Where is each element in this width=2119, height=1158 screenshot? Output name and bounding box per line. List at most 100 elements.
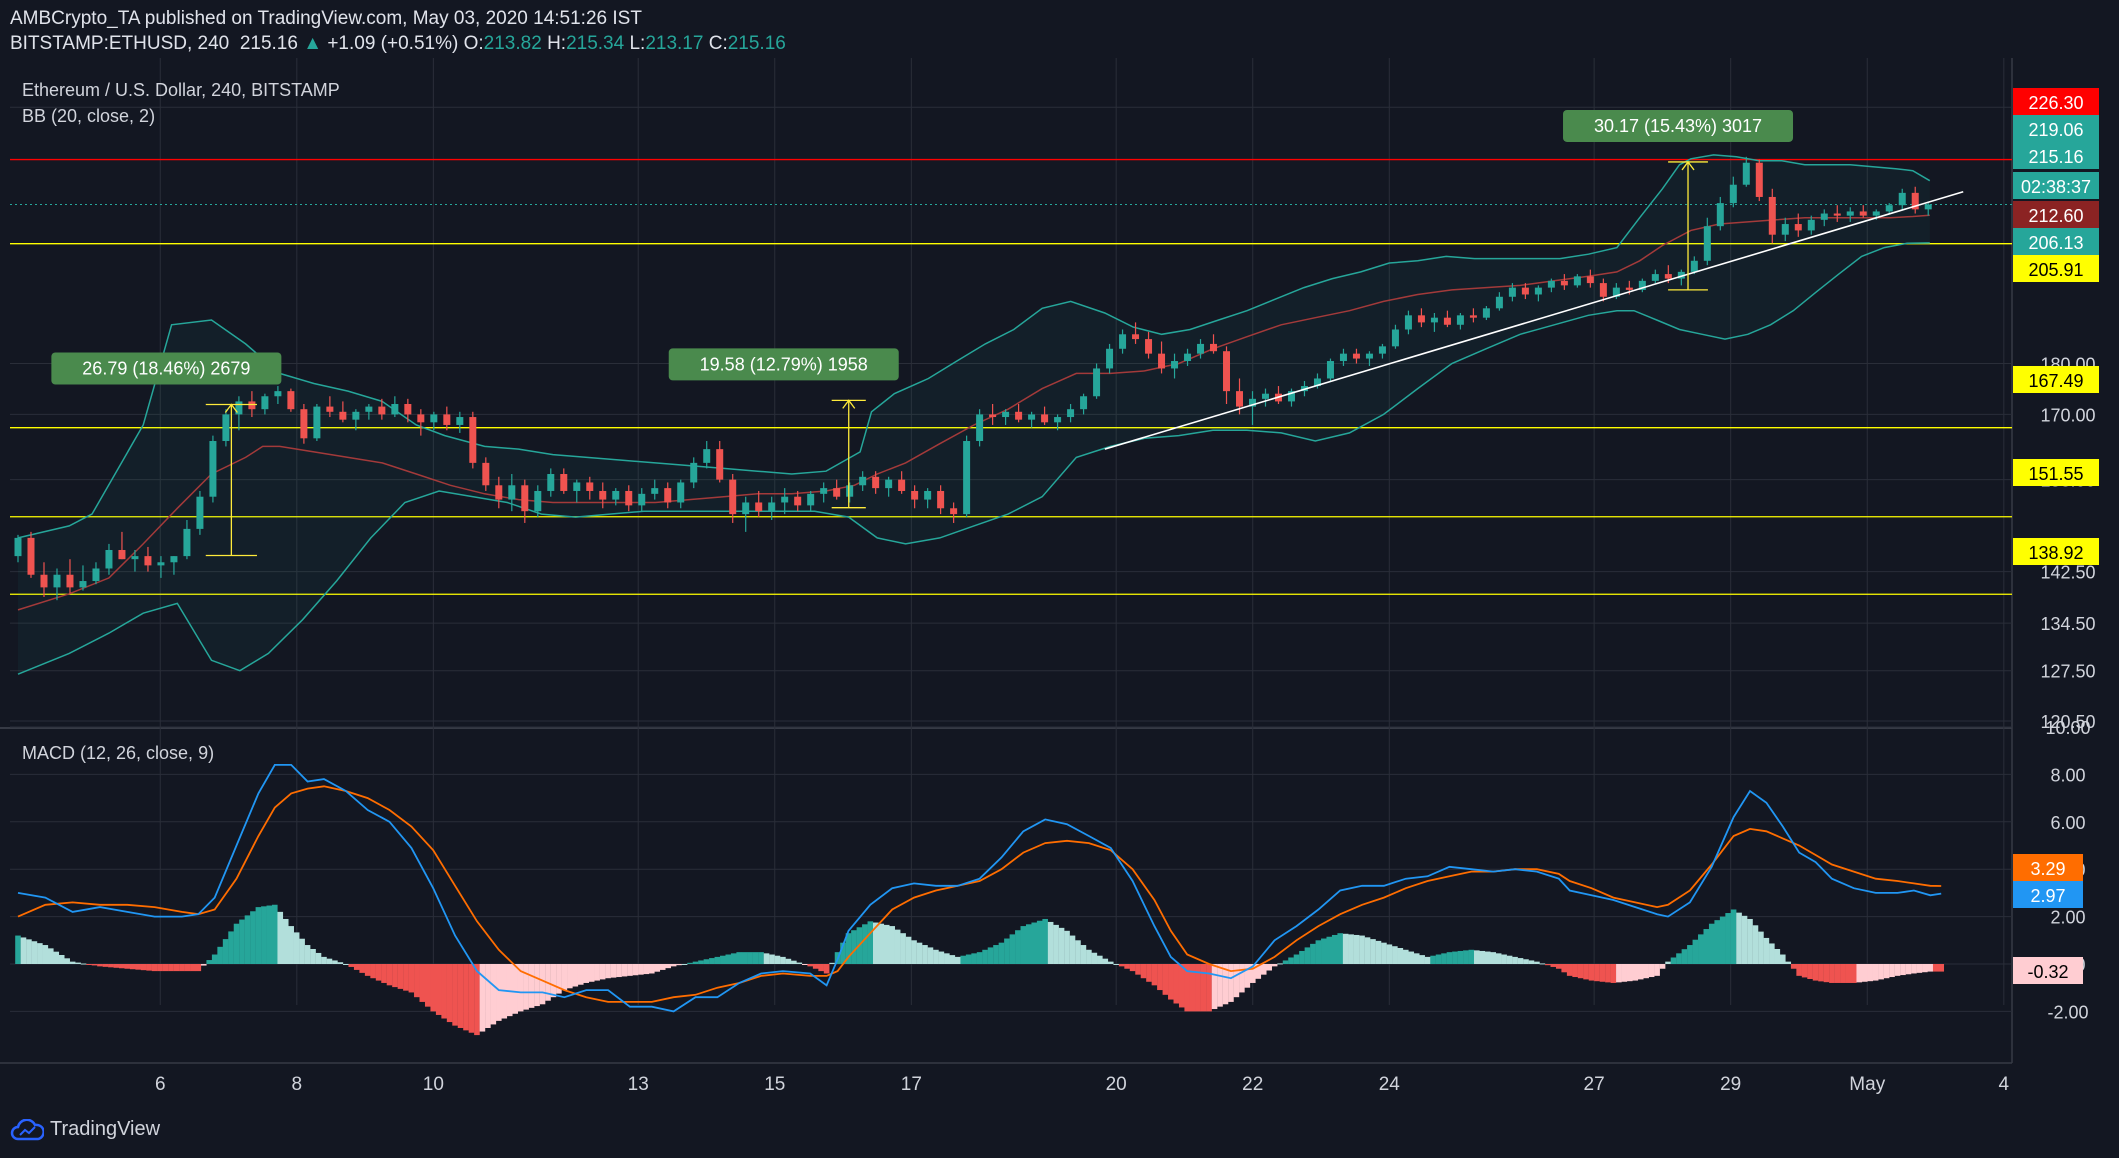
macd-hist-bar xyxy=(736,952,743,964)
candle-body xyxy=(508,485,516,500)
chart-canvas[interactable]: 240.00180.00170.00158.00142.50134.50127.… xyxy=(0,58,2119,1105)
candle-body xyxy=(1547,280,1555,288)
macd-hist-bar xyxy=(872,922,879,964)
macd-hist-bar xyxy=(1178,964,1185,1008)
time-tick-label: 6 xyxy=(155,1074,166,1095)
macd-hist-bar xyxy=(1206,964,1212,1012)
macd-hist-bar xyxy=(1419,955,1425,964)
macd-hist-bar xyxy=(621,964,628,977)
candle-body xyxy=(885,479,893,489)
macd-hist-bar xyxy=(556,964,562,994)
candle-body xyxy=(729,479,737,515)
candle-body xyxy=(313,406,321,439)
candle-body xyxy=(1716,203,1724,227)
macd-hist-bar xyxy=(1807,964,1813,980)
macd-hist-bar xyxy=(1763,937,1770,964)
macd-legend[interactable]: MACD (12, 26, close, 9) xyxy=(22,743,215,763)
measure-label-box xyxy=(1563,109,1794,142)
bb-legend[interactable]: BB (20, close, 2) xyxy=(22,106,156,126)
time-tick-label: 8 xyxy=(292,1074,303,1095)
candle-body xyxy=(820,488,828,494)
tradingview-logo[interactable]: TradingView xyxy=(10,1118,160,1141)
macd-hist-bar xyxy=(725,954,732,964)
macd-hist-bar xyxy=(758,952,764,964)
publish-line: AMBCrypto_TA published on TradingView.co… xyxy=(10,8,642,29)
macd-hist-bar xyxy=(976,952,983,964)
macd-hist-bar xyxy=(1512,956,1518,964)
macd-hist-bar xyxy=(905,936,912,964)
macd-hist-bar xyxy=(747,952,753,964)
candle-body xyxy=(1495,296,1503,309)
macd-hist-bar xyxy=(392,964,398,988)
macd-hist-bar xyxy=(1708,923,1715,964)
macd-hist-bar xyxy=(195,964,202,972)
candle-body xyxy=(274,391,282,397)
macd-hist-bar xyxy=(610,964,617,978)
candle-body xyxy=(1924,204,1932,210)
macd-hist-bar xyxy=(200,964,207,966)
symbol-name[interactable]: BITSTAMP:ETHUSD, 240 xyxy=(10,33,230,54)
macd-hist-bar xyxy=(878,923,885,964)
macd-hist-bar xyxy=(1588,964,1595,981)
macd-hist-bar xyxy=(288,926,294,964)
macd-hist-bar xyxy=(982,949,988,964)
macd-hist-bar xyxy=(457,964,464,1028)
candle-body xyxy=(1197,343,1205,354)
macd-hist-bar xyxy=(463,964,469,1031)
macd-hist-bar xyxy=(479,964,486,1032)
close-label: C: xyxy=(708,33,728,54)
price-tick-label: 170.00 xyxy=(2040,405,2095,425)
macd-hist-bar xyxy=(1643,964,1649,979)
macd-hist-bar xyxy=(1053,924,1059,964)
macd-hist-bar xyxy=(730,953,737,964)
candle-body xyxy=(1859,211,1867,216)
candle-body xyxy=(651,488,659,494)
main-legend[interactable]: Ethereum / U.S. Dollar, 240, BITSTAMP xyxy=(22,80,340,100)
candle-body xyxy=(1184,353,1192,362)
macd-hist-bar xyxy=(840,942,846,964)
macd-hist-bar xyxy=(1217,964,1223,1007)
candle-body xyxy=(1080,396,1088,410)
candle-body xyxy=(222,414,230,442)
macd-hist-bar xyxy=(364,964,371,976)
macd-hist-bar xyxy=(987,947,994,964)
macd-hist-bar xyxy=(659,964,666,970)
macd-hist-bar xyxy=(698,960,704,964)
macd-hist-bar xyxy=(1129,964,1136,972)
tradingview-cloud-icon xyxy=(10,1118,44,1140)
macd-hist-bar xyxy=(326,958,333,964)
macd-hist-bar xyxy=(1769,943,1775,964)
macd-hist-bar xyxy=(211,954,218,964)
candle-body xyxy=(1119,334,1127,349)
macd-hist-bar xyxy=(490,964,497,1025)
macd-hist-bar xyxy=(785,958,792,964)
macd-hist-bar xyxy=(807,964,814,967)
candle-body xyxy=(586,482,594,491)
macd-hist-bar xyxy=(80,963,87,965)
macd-hist-bar xyxy=(1020,926,1027,964)
macd-hist-bar xyxy=(1244,964,1251,988)
macd-hist-bar xyxy=(534,964,540,1007)
macd-hist-bar xyxy=(1555,964,1562,969)
macd-hist-bar xyxy=(375,964,382,981)
macd-hist-bar xyxy=(1840,964,1846,983)
axis-price-tag-support xyxy=(2013,538,2099,565)
candle-body xyxy=(261,396,269,410)
macd-hist-bar xyxy=(1441,953,1447,964)
candle-body xyxy=(1417,315,1425,323)
macd-hist-bar xyxy=(1025,924,1032,964)
macd-hist-bar xyxy=(1484,951,1491,964)
macd-hist-bar xyxy=(53,951,60,964)
macd-hist-bar xyxy=(1342,933,1349,964)
macd-hist-bar xyxy=(1310,943,1316,964)
macd-hist-bar xyxy=(648,964,655,974)
candle-body xyxy=(1560,280,1568,286)
candle-body xyxy=(1781,224,1789,235)
macd-hist-bar xyxy=(599,964,606,980)
candle-body xyxy=(1508,287,1516,297)
macd-hist-bar xyxy=(1004,938,1010,964)
macd-hist-bar xyxy=(605,964,611,979)
price-tick-label: 134.50 xyxy=(2040,614,2095,634)
macd-hist-bar xyxy=(1616,964,1622,983)
macd-hist-bar xyxy=(1747,918,1753,964)
